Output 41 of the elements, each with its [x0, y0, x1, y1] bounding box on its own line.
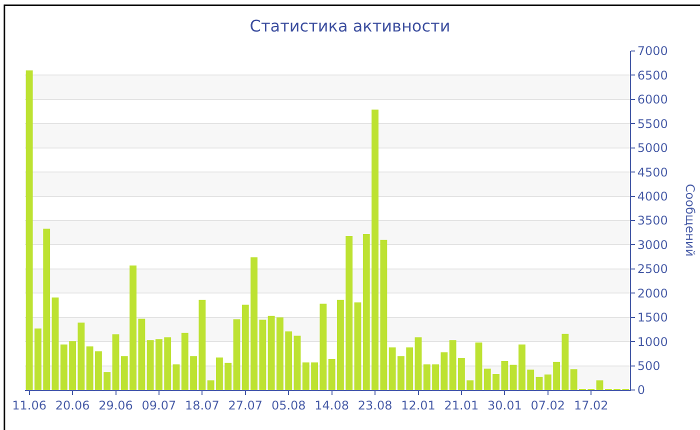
- y-axis-title: Сообщений: [683, 184, 698, 257]
- x-tick-label: 09.07: [142, 398, 176, 412]
- bar: [112, 334, 120, 390]
- y-tick-label: 1000: [637, 334, 668, 349]
- bar: [294, 336, 301, 390]
- y-tick-label: 1500: [637, 310, 668, 325]
- y-tick-label: 4500: [637, 165, 668, 180]
- y-tick-label: 500: [637, 358, 660, 373]
- x-tick-label: 05.08: [271, 398, 306, 412]
- bar: [475, 342, 482, 390]
- x-tick-label: 29.06: [98, 398, 133, 412]
- bar: [233, 319, 240, 390]
- x-tick-label: 21.01: [444, 398, 479, 412]
- bar: [354, 302, 362, 390]
- x-tick-label: 11.06: [12, 398, 46, 412]
- bar: [52, 298, 59, 390]
- y-tick-label: 2000: [637, 286, 668, 300]
- y-tick-label: 6500: [637, 68, 668, 82]
- y-tick-label: 5500: [637, 116, 668, 131]
- x-tick-label: 14.08: [314, 398, 349, 412]
- bar: [172, 364, 180, 390]
- x-tick-label: 20.06: [55, 398, 90, 412]
- x-tick-label: 12.01: [401, 398, 436, 412]
- x-tick-label: 23.08: [358, 398, 392, 412]
- y-tick-label: 7000: [637, 44, 668, 58]
- y-tick-label: 3500: [637, 214, 668, 228]
- x-tick-label: 18.07: [185, 398, 220, 412]
- y-tick-label: 2500: [637, 262, 668, 276]
- y-tick-label: 4000: [637, 189, 668, 204]
- x-tick-label: 07.02: [530, 398, 566, 412]
- chart-title: Статистика активности: [250, 16, 450, 36]
- y-tick-label: 6000: [637, 92, 668, 107]
- x-tick-label: 27.07: [228, 398, 263, 412]
- bar: [596, 380, 604, 390]
- y-tick-label: 0: [637, 383, 646, 398]
- y-tick-label: 3000: [637, 238, 668, 252]
- x-tick-label: 17.02: [574, 398, 608, 412]
- bar: [536, 376, 543, 390]
- bar: [414, 337, 422, 390]
- y-tick-label: 5000: [637, 141, 668, 156]
- x-tick-label: 30.01: [488, 398, 522, 412]
